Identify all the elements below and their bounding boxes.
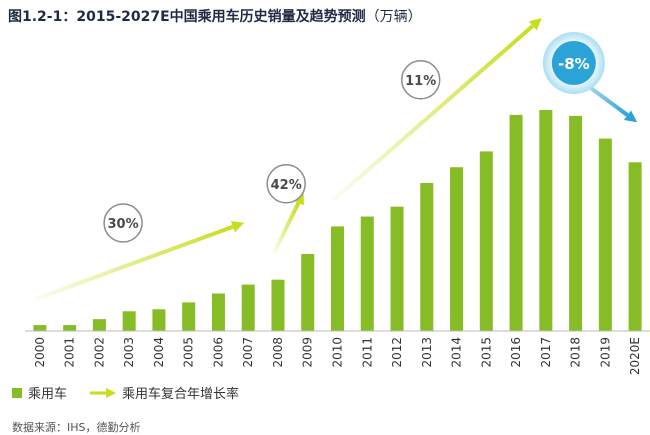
growth-label-2: 11% — [405, 74, 436, 89]
bar-2019 — [598, 138, 612, 331]
growth-label-1: 42% — [271, 178, 302, 193]
legend-bar: 乘用车 — [12, 383, 67, 402]
tick-label-2001: 2001 — [63, 337, 77, 368]
growth-circle-2 — [400, 60, 441, 100]
growth-label-0: 30% — [108, 217, 139, 232]
tick-label-2016: 2016 — [509, 337, 523, 368]
bar-2013 — [420, 183, 434, 331]
bar-2001 — [63, 325, 77, 331]
bar-2004 — [152, 309, 166, 331]
tick-label-2007: 2007 — [241, 337, 255, 368]
bar-2012 — [390, 206, 404, 331]
tick-label-2019: 2019 — [598, 337, 612, 368]
bar-2005 — [182, 302, 196, 331]
bar-2020E — [628, 162, 642, 331]
tick-label-2010: 2010 — [331, 337, 345, 368]
legend-arrow-icon — [90, 387, 116, 398]
tick-label-2008: 2008 — [271, 337, 285, 368]
tick-label-2000: 2000 — [33, 337, 47, 368]
bar-2008 — [271, 279, 285, 331]
tick-label-2009: 2009 — [301, 337, 315, 368]
tick-label-2013: 2013 — [420, 337, 434, 368]
chart-title: 图1.2-1：2015-2027E中国乘用车历史销量及趋势预测（万辆） — [8, 6, 422, 26]
tick-label-2018: 2018 — [569, 337, 583, 368]
decline-circle — [551, 41, 596, 85]
tick-label-2002: 2002 — [92, 337, 106, 368]
legend-bar-swatch — [12, 387, 22, 398]
bar-2009 — [301, 254, 315, 331]
tick-label-2011: 2011 — [360, 337, 374, 368]
tick-label-2005: 2005 — [182, 337, 196, 368]
bar-2010 — [331, 226, 344, 331]
bar-series — [33, 109, 642, 331]
bar-2016 — [509, 114, 523, 331]
legend-trend-label: 乘用车复合年增长率 — [122, 387, 240, 402]
growth-arrowhead-0 — [230, 221, 245, 233]
chart-title-text: 图1.2-1：2015-2027E中国乘用车历史销量及趋势预测 — [8, 9, 366, 25]
tick-label-2012: 2012 — [390, 337, 404, 368]
tick-label-2017: 2017 — [539, 337, 553, 368]
growth-arrow-0 — [34, 224, 234, 301]
tick-label-2003: 2003 — [122, 337, 136, 368]
growth-arrowhead-2 — [528, 17, 542, 31]
legend-trend: 乘用车复合年增长率 — [90, 383, 239, 402]
bar-2006 — [211, 293, 225, 331]
tick-label-2015: 2015 — [479, 337, 493, 368]
bar-2011 — [360, 216, 374, 331]
bar-2000 — [33, 325, 47, 331]
bar-2014 — [450, 167, 464, 331]
tick-label-2020E: 2020E — [628, 337, 642, 375]
bar-2015 — [479, 151, 493, 331]
bar-2017 — [539, 109, 553, 331]
growth-arrow-2 — [331, 24, 535, 202]
tick-label-2014: 2014 — [450, 337, 464, 368]
growth-circle-1 — [266, 164, 306, 204]
bar-2003 — [122, 311, 136, 331]
bar-2002 — [92, 319, 106, 331]
x-tick-labels: 2000 2001 2002 2003 2004 2005 2006 2007 2008 2009… — [33, 337, 642, 375]
bar-2018 — [569, 115, 583, 331]
decline-arrowhead — [623, 110, 638, 123]
growth-labels: 30% 42% 11% -8% — [103, 32, 605, 243]
decline-label: -8% — [558, 55, 590, 73]
bar-2007 — [241, 284, 255, 331]
chart-unit: （万辆） — [365, 9, 422, 25]
tick-label-2004: 2004 — [152, 337, 166, 368]
growth-circle-0 — [103, 203, 143, 243]
growth-arrow-1 — [271, 201, 301, 255]
source-note: 数据来源：IHS，德勤分析 — [12, 421, 141, 434]
legend-bar-label: 乘用车 — [28, 387, 68, 402]
tick-label-2006: 2006 — [211, 337, 225, 368]
